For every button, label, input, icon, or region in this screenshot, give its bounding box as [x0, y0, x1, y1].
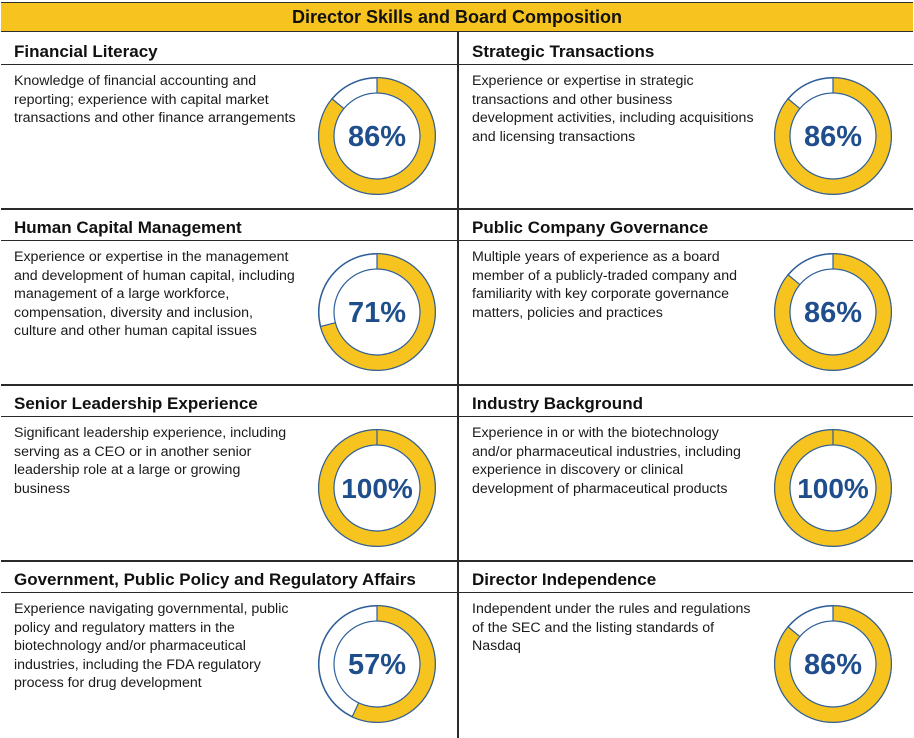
skill-panel-government-public-policy-and-regulatory-affairs: Government, Public Policy and Regulatory… [1, 562, 457, 738]
row-divider [459, 560, 913, 562]
skill-description: Experience in or with the biotechnology … [472, 425, 741, 497]
donut-value-label: 86% [804, 121, 862, 153]
donut-value-label: 57% [348, 649, 406, 681]
title-rule [459, 64, 913, 65]
skill-description: Experience or expertise in strategic tra… [472, 73, 754, 145]
skill-description: Experience navigating governmental, publ… [14, 601, 289, 691]
column-divider [457, 32, 459, 738]
donut-hole [789, 268, 877, 356]
donut-outer-edge [317, 428, 437, 548]
skill-panel-director-independence: Director Independence Independent under t… [459, 562, 913, 738]
skill-panel-strategic-transactions: Strategic Transactions Experience or expe… [459, 34, 913, 210]
title-rule [1, 592, 457, 593]
row-divider [1, 560, 457, 562]
donut-outer-edge [773, 604, 893, 724]
skill-donut-chart: 100% [317, 428, 437, 548]
donut-outer-edge [773, 252, 893, 372]
title-rule [1, 416, 457, 417]
row-divider [459, 384, 913, 386]
skill-donut-chart: 100% [773, 428, 893, 548]
donut-hole [789, 620, 877, 708]
donut-slice-edge [319, 322, 336, 328]
donut-slice-edge [787, 97, 801, 110]
donut-hole [333, 92, 421, 180]
donut-hole [333, 620, 421, 708]
donut-hole [333, 444, 421, 532]
skill-donut-chart: 86% [773, 76, 893, 196]
skill-description: Multiple years of experience as a board … [472, 249, 737, 321]
title-rule [1, 240, 457, 241]
donut-outer-edge [773, 76, 893, 196]
title-rule [1, 64, 457, 65]
skill-donut-chart: 86% [773, 604, 893, 724]
skill-title: Government, Public Policy and Regulatory… [14, 570, 416, 589]
page-title: Director Skills and Board Composition [1, 2, 913, 32]
donut-value-label: 100% [797, 473, 869, 504]
skill-title: Financial Literacy [14, 42, 158, 61]
donut-value-label: 86% [804, 297, 862, 329]
donut-value-label: 100% [341, 473, 413, 504]
skill-description: Knowledge of financial accounting and re… [14, 73, 296, 126]
donut-value-label: 86% [804, 649, 862, 681]
skill-panel-human-capital-management: Human Capital Management Experience or ex… [1, 210, 457, 386]
donut-value-label: 86% [348, 121, 406, 153]
donut-outer-edge [317, 252, 437, 372]
donut-hole [333, 268, 421, 356]
donut-slice-edge [351, 702, 360, 718]
skill-title: Industry Background [472, 394, 643, 413]
skill-title: Strategic Transactions [472, 42, 655, 61]
title-rule [459, 416, 913, 417]
skill-donut-chart: 86% [317, 76, 437, 196]
row-divider [459, 208, 913, 210]
skill-description: Significant leadership experience, inclu… [14, 425, 287, 497]
skill-donut-chart: 86% [773, 252, 893, 372]
skill-title: Senior Leadership Experience [14, 394, 258, 413]
donut-hole [789, 444, 877, 532]
skill-panel-financial-literacy: Financial Literacy Knowledge of financial… [1, 34, 457, 210]
skill-panel-industry-background: Industry Background Experience in or with… [459, 386, 913, 562]
row-divider [1, 208, 457, 210]
donut-value-label: 71% [348, 297, 406, 329]
title-rule [459, 592, 913, 593]
skill-description: Independent under the rules and regulati… [472, 601, 751, 654]
donut-slice-edge [787, 273, 801, 286]
row-divider [1, 384, 457, 386]
skill-description: Experience or expertise in the managemen… [14, 249, 295, 339]
donut-slice-edge [331, 97, 345, 110]
skill-title: Director Independence [472, 570, 657, 589]
skill-panel-senior-leadership-experience: Senior Leadership Experience Significant … [1, 386, 457, 562]
skill-donut-chart: 57% [317, 604, 437, 724]
donut-outer-edge [773, 428, 893, 548]
skill-donut-chart: 71% [317, 252, 437, 372]
donut-value-segment [351, 605, 436, 723]
skill-panel-public-company-governance: Public Company Governance Multiple years … [459, 210, 913, 386]
donut-outer-edge [317, 76, 437, 196]
title-rule [459, 240, 913, 241]
skill-title: Public Company Governance [472, 218, 709, 237]
donut-slice-edge [787, 625, 801, 638]
donut-hole [789, 92, 877, 180]
skill-title: Human Capital Management [14, 218, 242, 237]
donut-outer-edge [317, 604, 437, 724]
